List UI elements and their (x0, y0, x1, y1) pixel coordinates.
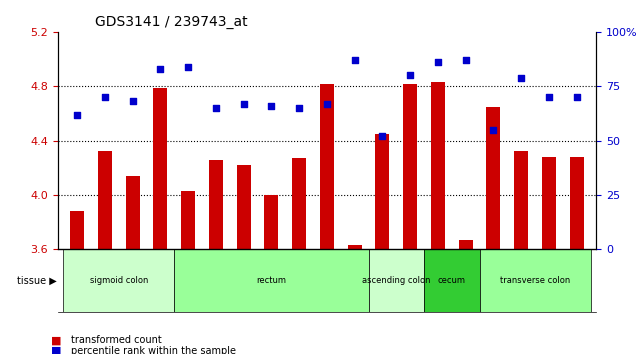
Text: tissue ▶: tissue ▶ (17, 275, 57, 285)
Text: GDS3141 / 239743_at: GDS3141 / 239743_at (96, 16, 248, 29)
Bar (431, 82, 445, 354)
Bar (70, 211, 84, 354)
Bar (570, 157, 584, 354)
Point (294, 105, 304, 111)
FancyBboxPatch shape (63, 249, 174, 312)
Point (405, 73, 415, 78)
Bar (320, 84, 334, 354)
Point (544, 94, 554, 100)
Point (572, 94, 582, 100)
Text: sigmoid colon: sigmoid colon (90, 276, 148, 285)
Bar (542, 157, 556, 354)
Bar (98, 152, 112, 354)
Point (460, 57, 470, 63)
Text: transverse colon: transverse colon (500, 276, 570, 285)
Bar (181, 191, 195, 354)
Point (266, 103, 276, 109)
Bar (237, 165, 251, 354)
FancyBboxPatch shape (424, 249, 479, 312)
Point (100, 94, 110, 100)
Bar (487, 107, 501, 354)
FancyBboxPatch shape (479, 249, 590, 312)
Bar (292, 158, 306, 354)
Point (322, 101, 332, 107)
FancyBboxPatch shape (369, 249, 424, 312)
Bar (514, 152, 528, 354)
Point (433, 59, 443, 65)
Bar (403, 84, 417, 354)
Point (128, 99, 138, 104)
Bar (209, 160, 223, 354)
Point (72, 112, 82, 117)
FancyBboxPatch shape (174, 249, 369, 312)
Point (378, 133, 388, 139)
Text: percentile rank within the sample: percentile rank within the sample (71, 346, 235, 354)
Point (488, 127, 499, 133)
Text: cecum: cecum (438, 276, 466, 285)
Text: ■: ■ (51, 335, 62, 346)
Point (238, 101, 249, 107)
Point (155, 66, 165, 72)
Bar (265, 195, 278, 354)
Text: rectum: rectum (256, 276, 287, 285)
Point (211, 105, 221, 111)
Point (516, 75, 526, 80)
Text: ■: ■ (51, 346, 62, 354)
Bar (126, 176, 140, 354)
Bar (376, 134, 389, 354)
Text: transformed count: transformed count (71, 335, 162, 346)
Bar (459, 240, 472, 354)
Bar (347, 245, 362, 354)
Point (349, 57, 360, 63)
Text: ascending colon: ascending colon (362, 276, 431, 285)
Bar (153, 87, 167, 354)
Point (183, 64, 194, 69)
